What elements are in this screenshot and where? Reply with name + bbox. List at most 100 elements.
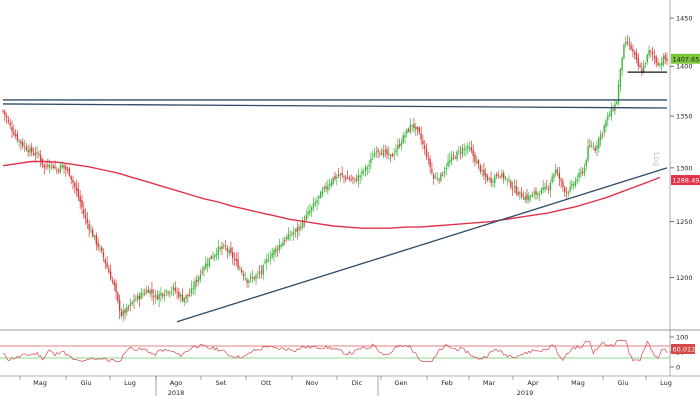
candle-body xyxy=(535,190,537,195)
candle-body xyxy=(255,275,257,279)
candle-body xyxy=(418,128,421,133)
candle-body xyxy=(415,126,417,130)
candle-body xyxy=(99,247,101,249)
candle-body xyxy=(350,178,352,180)
candle-body xyxy=(336,176,338,178)
candle-body xyxy=(599,134,602,141)
candle-body xyxy=(411,125,413,127)
candle-body xyxy=(605,120,607,128)
candle-body xyxy=(16,133,19,141)
candle-body xyxy=(29,148,31,153)
candle-body xyxy=(206,263,209,266)
candle-body xyxy=(162,294,164,296)
candle-body xyxy=(334,175,336,179)
candle-body xyxy=(135,299,137,301)
candle-body xyxy=(441,174,444,176)
candle-body xyxy=(560,179,562,181)
candle-body xyxy=(407,129,410,132)
candle-body xyxy=(95,235,98,245)
candle-body xyxy=(492,181,494,183)
candle-body xyxy=(400,142,403,146)
candle-body xyxy=(436,178,438,180)
candle-body xyxy=(650,51,652,53)
candle-body xyxy=(416,126,419,130)
x-tick-label: Ago xyxy=(170,379,183,387)
candle-body xyxy=(633,51,636,55)
candle-body xyxy=(111,280,114,282)
candle-body xyxy=(9,122,11,126)
candle-body xyxy=(580,171,582,174)
candle-body xyxy=(47,165,49,167)
candle-body xyxy=(368,164,370,167)
candle-body xyxy=(522,198,525,200)
candle-body xyxy=(63,165,65,168)
candle-body xyxy=(625,41,627,45)
candle-body xyxy=(183,298,185,302)
candle-body xyxy=(284,240,286,242)
candle-body xyxy=(75,186,78,192)
candle-body xyxy=(332,177,334,184)
candle-body xyxy=(325,186,327,189)
candle-body xyxy=(472,150,474,157)
candle-body xyxy=(278,245,281,250)
candle-body xyxy=(537,193,539,196)
candle-body xyxy=(14,134,17,136)
candle-body xyxy=(655,56,657,63)
candle-body xyxy=(544,186,546,190)
candle-body xyxy=(147,290,150,293)
candle-body xyxy=(248,280,250,283)
candle-body xyxy=(276,249,279,250)
trend-support-line xyxy=(176,167,668,323)
candle-body xyxy=(556,170,559,173)
x-tick-label: Mag xyxy=(571,379,585,387)
candle-body xyxy=(384,150,386,152)
candle-body xyxy=(300,227,302,229)
candle-body xyxy=(463,148,465,150)
moving-average-line xyxy=(2,160,661,229)
candle-body xyxy=(203,267,205,271)
candle-body xyxy=(616,101,618,104)
candle-body xyxy=(185,295,187,299)
candle-body xyxy=(22,141,24,147)
candle-body xyxy=(379,152,381,154)
candle-body xyxy=(479,165,482,172)
candle-body xyxy=(398,144,401,147)
candle-body xyxy=(494,176,496,183)
x-tick-label: Nov xyxy=(306,379,319,387)
price-axis: 1450 1400 1350 1300 1250 1200 1407.6531 1288.49… xyxy=(670,15,700,282)
candle-body xyxy=(201,271,203,273)
candle-body xyxy=(52,165,54,169)
candle-body xyxy=(212,256,214,259)
candle-body xyxy=(127,306,130,308)
y-tick-label: 1300 xyxy=(676,164,693,172)
candle-body xyxy=(34,153,37,155)
candle-body xyxy=(339,174,342,176)
candle-body xyxy=(607,115,609,121)
candle-body xyxy=(520,193,523,198)
resistance-lower-line xyxy=(2,103,668,109)
candle-body xyxy=(515,186,517,194)
candle-body xyxy=(210,256,212,259)
candle-body xyxy=(45,165,47,167)
candle-body xyxy=(327,186,329,191)
candle-body xyxy=(237,259,239,269)
moving-average xyxy=(2,160,661,229)
candle-body xyxy=(240,269,243,273)
candle-body xyxy=(4,111,6,116)
candle-body xyxy=(151,289,153,294)
candle-body xyxy=(131,302,133,304)
candle-body xyxy=(617,85,620,104)
candle-body xyxy=(39,155,42,162)
candle-body xyxy=(224,246,227,248)
candle-body xyxy=(361,170,363,175)
x-tick-label: Set xyxy=(216,379,227,387)
candle-body xyxy=(651,52,654,55)
candle-body xyxy=(637,58,639,67)
candle-body xyxy=(188,295,191,296)
candle-body xyxy=(467,146,469,149)
candle-body xyxy=(510,181,512,188)
candle-body xyxy=(138,295,141,300)
candle-body xyxy=(165,290,168,293)
candle-body xyxy=(546,186,548,188)
